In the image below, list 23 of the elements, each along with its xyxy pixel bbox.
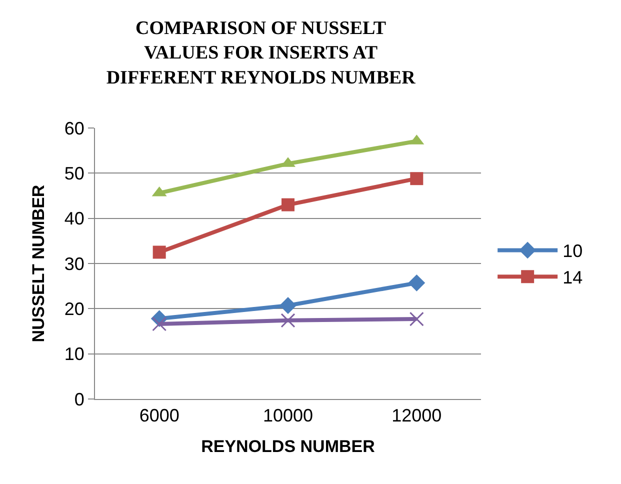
legend-label: 14: [562, 268, 583, 288]
y-axis-title: NUSSELT NUMBER: [28, 184, 48, 342]
point: [282, 198, 294, 212]
x-tick-label: 12000: [392, 406, 442, 426]
x-axis-title: REYNOLDS NUMBER: [201, 437, 375, 456]
point: [152, 316, 167, 332]
x-tick-label: 6000: [139, 406, 180, 426]
point: [409, 312, 424, 326]
y-tick-label: 50: [64, 163, 84, 184]
point: [410, 172, 424, 186]
point: [152, 246, 166, 259]
y-tick-label: 60: [64, 118, 84, 138]
y-tick-label: 40: [64, 208, 84, 229]
y-tick-label: 10: [64, 344, 84, 364]
point: [280, 297, 296, 314]
chart-title: COMPARISON OF NUSSELT VALUES FOR INSERTS AT DIFFERENT REYNOLDS NUMBER: [106, 18, 416, 88]
y-tick-label: 30: [64, 254, 84, 274]
point: [280, 313, 296, 328]
y-tick-label: 0: [74, 389, 84, 410]
y-tick-label: 20: [64, 298, 84, 319]
x-tick-label: 10000: [262, 406, 314, 426]
point: [408, 274, 426, 292]
legend-label: 10: [562, 241, 583, 262]
